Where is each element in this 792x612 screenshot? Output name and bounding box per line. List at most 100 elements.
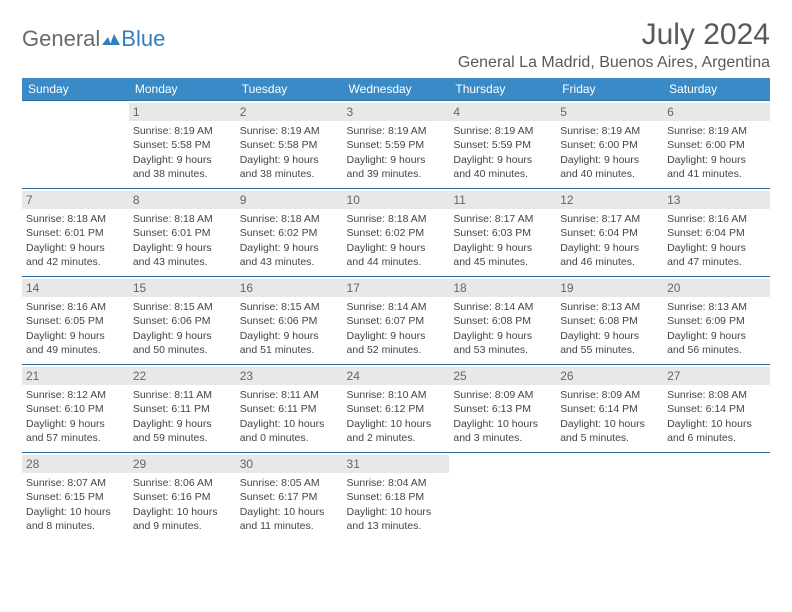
flag-icon (102, 26, 120, 52)
day-number: 5 (556, 103, 663, 121)
daylight-line-2: and 8 minutes. (26, 519, 125, 533)
day-number: 28 (22, 455, 129, 473)
daylight-line-2: and 46 minutes. (560, 255, 659, 269)
daylight-line: Daylight: 9 hours (560, 329, 659, 343)
day-number: 15 (129, 279, 236, 297)
calendar-day-cell: 18Sunrise: 8:14 AMSunset: 6:08 PMDayligh… (449, 277, 556, 365)
calendar-week-row: 28Sunrise: 8:07 AMSunset: 6:15 PMDayligh… (22, 453, 770, 541)
calendar-day-cell: 28Sunrise: 8:07 AMSunset: 6:15 PMDayligh… (22, 453, 129, 541)
calendar-day-cell: 11 Sunrise: 8:17 AMSunset: 6:03 PMDayligh… (449, 189, 556, 277)
daylight-line: Daylight: 9 hours (453, 329, 552, 343)
sunrise-line: Sunrise: 8:17 AM (453, 212, 552, 226)
month-title: July 2024 (458, 18, 770, 52)
day-number: 22 (129, 367, 236, 385)
daylight-line: Daylight: 10 hours (26, 505, 125, 519)
daylight-line: Daylight: 10 hours (560, 417, 659, 431)
sunset-line: Sunset: 6:11 PM (240, 402, 339, 416)
daylight-line-2: and 13 minutes. (347, 519, 446, 533)
calendar-week-row: .1Sunrise: 8:19 AMSunset: 5:58 PMDayligh… (22, 101, 770, 189)
daylight-line: Daylight: 9 hours (133, 329, 232, 343)
daylight-line-2: and 56 minutes. (667, 343, 766, 357)
daylight-line: Daylight: 9 hours (453, 153, 552, 167)
calendar-day-cell: 4Sunrise: 8:19 AMSunset: 5:59 PMDaylight… (449, 101, 556, 189)
daylight-line-2: and 44 minutes. (347, 255, 446, 269)
calendar-day-cell: 3Sunrise: 8:19 AMSunset: 5:59 PMDaylight… (343, 101, 450, 189)
sunrise-line: Sunrise: 8:16 AM (667, 212, 766, 226)
daylight-line: Daylight: 10 hours (240, 417, 339, 431)
calendar-day-cell: 14Sunrise: 8:16 AMSunset: 6:05 PMDayligh… (22, 277, 129, 365)
calendar-day-cell: 27Sunrise: 8:08 AMSunset: 6:14 PMDayligh… (663, 365, 770, 453)
calendar-day-cell: 25Sunrise: 8:09 AMSunset: 6:13 PMDayligh… (449, 365, 556, 453)
brand-logo: General Blue (22, 26, 165, 52)
day-number: 20 (663, 279, 770, 297)
sunset-line: Sunset: 6:08 PM (453, 314, 552, 328)
day-number: 6 (663, 103, 770, 121)
daylight-line-2: and 6 minutes. (667, 431, 766, 445)
daylight-line: Daylight: 9 hours (240, 153, 339, 167)
page-header: General Blue July 2024 General La Madrid… (22, 18, 770, 72)
daylight-line-2: and 3 minutes. (453, 431, 552, 445)
daylight-line-2: and 41 minutes. (667, 167, 766, 181)
daylight-line-2: and 9 minutes. (133, 519, 232, 533)
daylight-line-2: and 43 minutes. (240, 255, 339, 269)
daylight-line: Daylight: 9 hours (26, 329, 125, 343)
sunset-line: Sunset: 5:58 PM (240, 138, 339, 152)
calendar-day-cell: 29Sunrise: 8:06 AMSunset: 6:16 PMDayligh… (129, 453, 236, 541)
calendar-body: .1Sunrise: 8:19 AMSunset: 5:58 PMDayligh… (22, 101, 770, 541)
daylight-line-2: and 55 minutes. (560, 343, 659, 357)
daylight-line-2: and 11 minutes. (240, 519, 339, 533)
location-text: General La Madrid, Buenos Aires, Argenti… (458, 54, 770, 72)
day-number: 11 (449, 191, 556, 209)
daylight-line: Daylight: 9 hours (560, 241, 659, 255)
sunset-line: Sunset: 6:09 PM (667, 314, 766, 328)
daylight-line-2: and 52 minutes. (347, 343, 446, 357)
daylight-line-2: and 59 minutes. (133, 431, 232, 445)
day-number: 19 (556, 279, 663, 297)
day-number: 10 (343, 191, 450, 209)
daylight-line-2: and 47 minutes. (667, 255, 766, 269)
sunrise-line: Sunrise: 8:19 AM (240, 124, 339, 138)
daylight-line-2: and 40 minutes. (560, 167, 659, 181)
daylight-line: Daylight: 9 hours (133, 153, 232, 167)
weekday-header: Tuesday (236, 78, 343, 101)
brand-part1: General (22, 26, 100, 52)
sunset-line: Sunset: 6:03 PM (453, 226, 552, 240)
sunset-line: Sunset: 6:06 PM (240, 314, 339, 328)
day-number: 13 (663, 191, 770, 209)
day-number: 25 (449, 367, 556, 385)
day-number: 7 (22, 191, 129, 209)
sunrise-line: Sunrise: 8:09 AM (453, 388, 552, 402)
calendar-head: SundayMondayTuesdayWednesdayThursdayFrid… (22, 78, 770, 101)
sunset-line: Sunset: 5:59 PM (453, 138, 552, 152)
daylight-line: Daylight: 9 hours (453, 241, 552, 255)
calendar-day-cell: 9Sunrise: 8:18 AMSunset: 6:02 PMDaylight… (236, 189, 343, 277)
daylight-line-2: and 39 minutes. (347, 167, 446, 181)
sunrise-line: Sunrise: 8:11 AM (133, 388, 232, 402)
daylight-line: Daylight: 10 hours (240, 505, 339, 519)
day-number: 17 (343, 279, 450, 297)
sunset-line: Sunset: 6:08 PM (560, 314, 659, 328)
calendar-day-cell: 17Sunrise: 8:14 AMSunset: 6:07 PMDayligh… (343, 277, 450, 365)
brand-part2: Blue (121, 26, 165, 52)
day-number: 23 (236, 367, 343, 385)
sunrise-line: Sunrise: 8:19 AM (667, 124, 766, 138)
daylight-line-2: and 42 minutes. (26, 255, 125, 269)
sunset-line: Sunset: 6:15 PM (26, 490, 125, 504)
day-number: 27 (663, 367, 770, 385)
sunrise-line: Sunrise: 8:19 AM (453, 124, 552, 138)
sunset-line: Sunset: 6:14 PM (560, 402, 659, 416)
calendar-week-row: 7Sunrise: 8:18 AMSunset: 6:01 PMDaylight… (22, 189, 770, 277)
calendar-day-cell: 20Sunrise: 8:13 AMSunset: 6:09 PMDayligh… (663, 277, 770, 365)
calendar-day-cell: 2Sunrise: 8:19 AMSunset: 5:58 PMDaylight… (236, 101, 343, 189)
calendar-day-cell: 21Sunrise: 8:12 AMSunset: 6:10 PMDayligh… (22, 365, 129, 453)
day-number: 12 (556, 191, 663, 209)
calendar-day-cell: 31Sunrise: 8:04 AMSunset: 6:18 PMDayligh… (343, 453, 450, 541)
sunset-line: Sunset: 6:00 PM (560, 138, 659, 152)
sunset-line: Sunset: 6:12 PM (347, 402, 446, 416)
daylight-line: Daylight: 10 hours (453, 417, 552, 431)
calendar-day-cell: 12Sunrise: 8:17 AMSunset: 6:04 PMDayligh… (556, 189, 663, 277)
sunrise-line: Sunrise: 8:09 AM (560, 388, 659, 402)
daylight-line-2: and 51 minutes. (240, 343, 339, 357)
sunset-line: Sunset: 5:58 PM (133, 138, 232, 152)
daylight-line: Daylight: 9 hours (347, 329, 446, 343)
